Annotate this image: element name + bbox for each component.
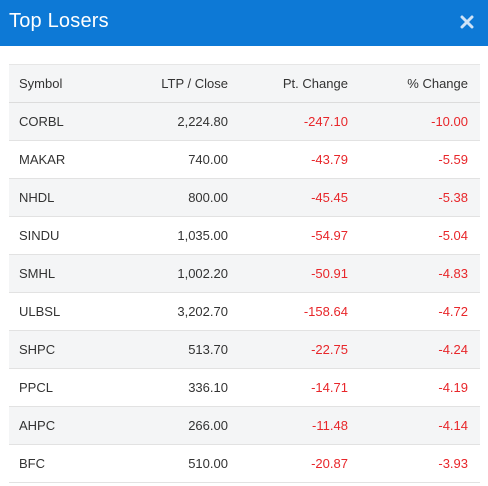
pct-change-cell: -4.24 xyxy=(438,342,468,357)
pt-change-cell: -247.10 xyxy=(303,114,348,129)
ltp-cell: 336.10 xyxy=(188,380,228,395)
ltp-cell: 3,202.70 xyxy=(177,304,228,319)
symbol-cell: AHPC xyxy=(19,418,56,433)
pt-change-cell: -50.91 xyxy=(311,266,348,281)
ltp-cell: 800.00 xyxy=(188,190,228,205)
modal-title: Top Losers xyxy=(9,9,109,32)
symbol-cell: SMHL xyxy=(19,266,56,281)
ltp-cell: 1,002.20 xyxy=(177,266,228,281)
table-row[interactable]: PPCL 336.10 -14.71 -4.19 xyxy=(9,369,480,407)
column-header-pct-change[interactable]: % Change xyxy=(348,64,480,103)
table-row[interactable]: CORBL 2,224.80 -247.10 -10.00 xyxy=(9,102,480,141)
pct-change-cell: -5.04 xyxy=(438,228,468,243)
pct-change-cell: -4.72 xyxy=(438,304,468,319)
column-header-ltp[interactable]: LTP / Close xyxy=(126,64,228,103)
pt-change-cell: -54.97 xyxy=(311,228,348,243)
table-row[interactable]: SINDU 1,035.00 -54.97 -5.04 xyxy=(9,217,480,255)
table-row[interactable]: BFC 510.00 -20.87 -3.93 xyxy=(9,445,480,483)
pct-change-cell: -10.00 xyxy=(431,114,468,129)
ltp-cell: 1,035.00 xyxy=(177,228,228,243)
ltp-cell: 266.00 xyxy=(188,418,228,433)
symbol-cell: NHDL xyxy=(19,190,55,205)
losers-table: Symbol LTP / Close Pt. Change % Change C… xyxy=(9,64,480,483)
table-row[interactable]: SMHL 1,002.20 -50.91 -4.83 xyxy=(9,254,480,293)
symbol-cell: CORBL xyxy=(19,114,64,129)
pct-change-cell: -5.59 xyxy=(438,152,468,167)
modal-header: Top Losers xyxy=(0,0,488,46)
pt-change-cell: -14.71 xyxy=(311,380,348,395)
pt-change-cell: -11.48 xyxy=(312,418,348,433)
ltp-cell: 2,224.80 xyxy=(177,114,228,129)
close-icon[interactable] xyxy=(458,13,476,31)
pt-change-cell: -22.75 xyxy=(311,342,348,357)
pct-change-cell: -4.19 xyxy=(438,380,468,395)
ltp-cell: 510.00 xyxy=(188,456,228,471)
modal-body: Symbol LTP / Close Pt. Change % Change C… xyxy=(0,46,488,483)
ltp-cell: 513.70 xyxy=(188,342,228,357)
column-header-symbol[interactable]: Symbol xyxy=(9,64,127,103)
table-row[interactable]: AHPC 266.00 -11.48 -4.14 xyxy=(9,406,480,445)
ltp-cell: 740.00 xyxy=(188,152,228,167)
pt-change-cell: -20.87 xyxy=(311,456,348,471)
table-row[interactable]: NHDL 800.00 -45.45 -5.38 xyxy=(9,178,480,217)
pct-change-cell: -4.83 xyxy=(438,266,468,281)
table-row[interactable]: MAKAR 740.00 -43.79 -5.59 xyxy=(9,141,480,179)
pct-change-cell: -5.38 xyxy=(438,190,468,205)
symbol-cell: SHPC xyxy=(19,342,56,357)
symbol-cell: MAKAR xyxy=(19,152,66,167)
pct-change-cell: -3.93 xyxy=(438,456,468,471)
column-header-pt-change[interactable]: Pt. Change xyxy=(227,64,349,103)
pct-change-cell: -4.14 xyxy=(438,418,468,433)
symbol-cell: SINDU xyxy=(19,228,60,243)
symbol-cell: PPCL xyxy=(19,380,53,395)
symbol-cell: ULBSL xyxy=(19,304,61,319)
table-row[interactable]: SHPC 513.70 -22.75 -4.24 xyxy=(9,330,480,369)
table-header-row: Symbol LTP / Close Pt. Change % Change xyxy=(9,64,480,103)
pt-change-cell: -45.45 xyxy=(311,190,348,205)
pt-change-cell: -158.64 xyxy=(303,304,348,319)
table-row[interactable]: ULBSL 3,202.70 -158.64 -4.72 xyxy=(9,293,480,331)
symbol-cell: BFC xyxy=(19,456,45,471)
pt-change-cell: -43.79 xyxy=(311,152,348,167)
